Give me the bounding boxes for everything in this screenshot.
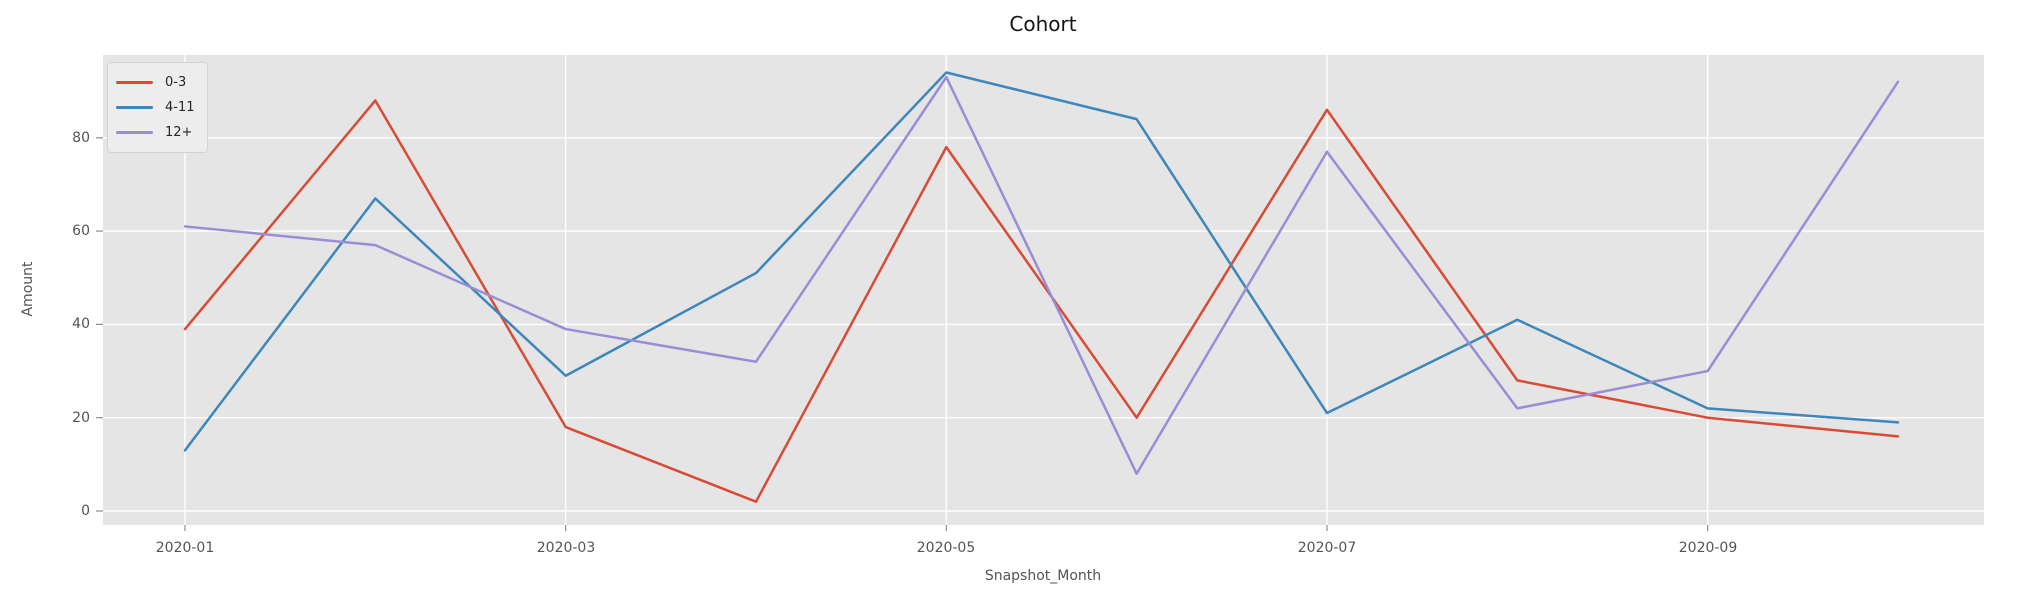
x-axis-label: Snapshot_Month — [984, 568, 1102, 584]
legend-swatch-12plus — [116, 131, 153, 134]
chart-title: Cohort — [1009, 12, 1077, 36]
x-tick-label-2: 2020-05 — [916, 540, 976, 556]
x-tick-label-3: 2020-07 — [1297, 540, 1357, 556]
y-tick-label-80: 80 — [72, 130, 90, 146]
series-line-12+ — [183, 75, 1900, 475]
x-tick-label-0: 2020-01 — [155, 540, 215, 556]
legend: 0-3 4-11 12+ — [107, 62, 208, 153]
legend-item: 0-3 — [116, 70, 199, 95]
legend-swatch-0-3 — [116, 81, 153, 84]
legend-item: 12+ — [116, 120, 199, 145]
series-line-0-3 — [183, 99, 1900, 503]
legend-item: 4-11 — [116, 95, 199, 120]
legend-item-label: 0-3 — [165, 75, 187, 90]
y-tick-label-20: 20 — [72, 410, 90, 426]
x-tick-label-4: 2020-09 — [1678, 540, 1738, 556]
legend-item-label: 12+ — [165, 125, 193, 140]
legend-swatch-4-11 — [116, 106, 153, 109]
plot-area — [103, 55, 1984, 525]
y-axis-label: Amount — [20, 261, 36, 317]
y-tick-label-60: 60 — [72, 223, 90, 239]
y-tick-label-0: 0 — [81, 503, 90, 519]
x-tick-label-1: 2020-03 — [536, 540, 596, 556]
legend-item-label: 4-11 — [165, 100, 195, 115]
series-lines — [183, 71, 1900, 503]
axis-tick-marks — [96, 137, 1709, 531]
y-tick-label-40: 40 — [72, 316, 90, 332]
